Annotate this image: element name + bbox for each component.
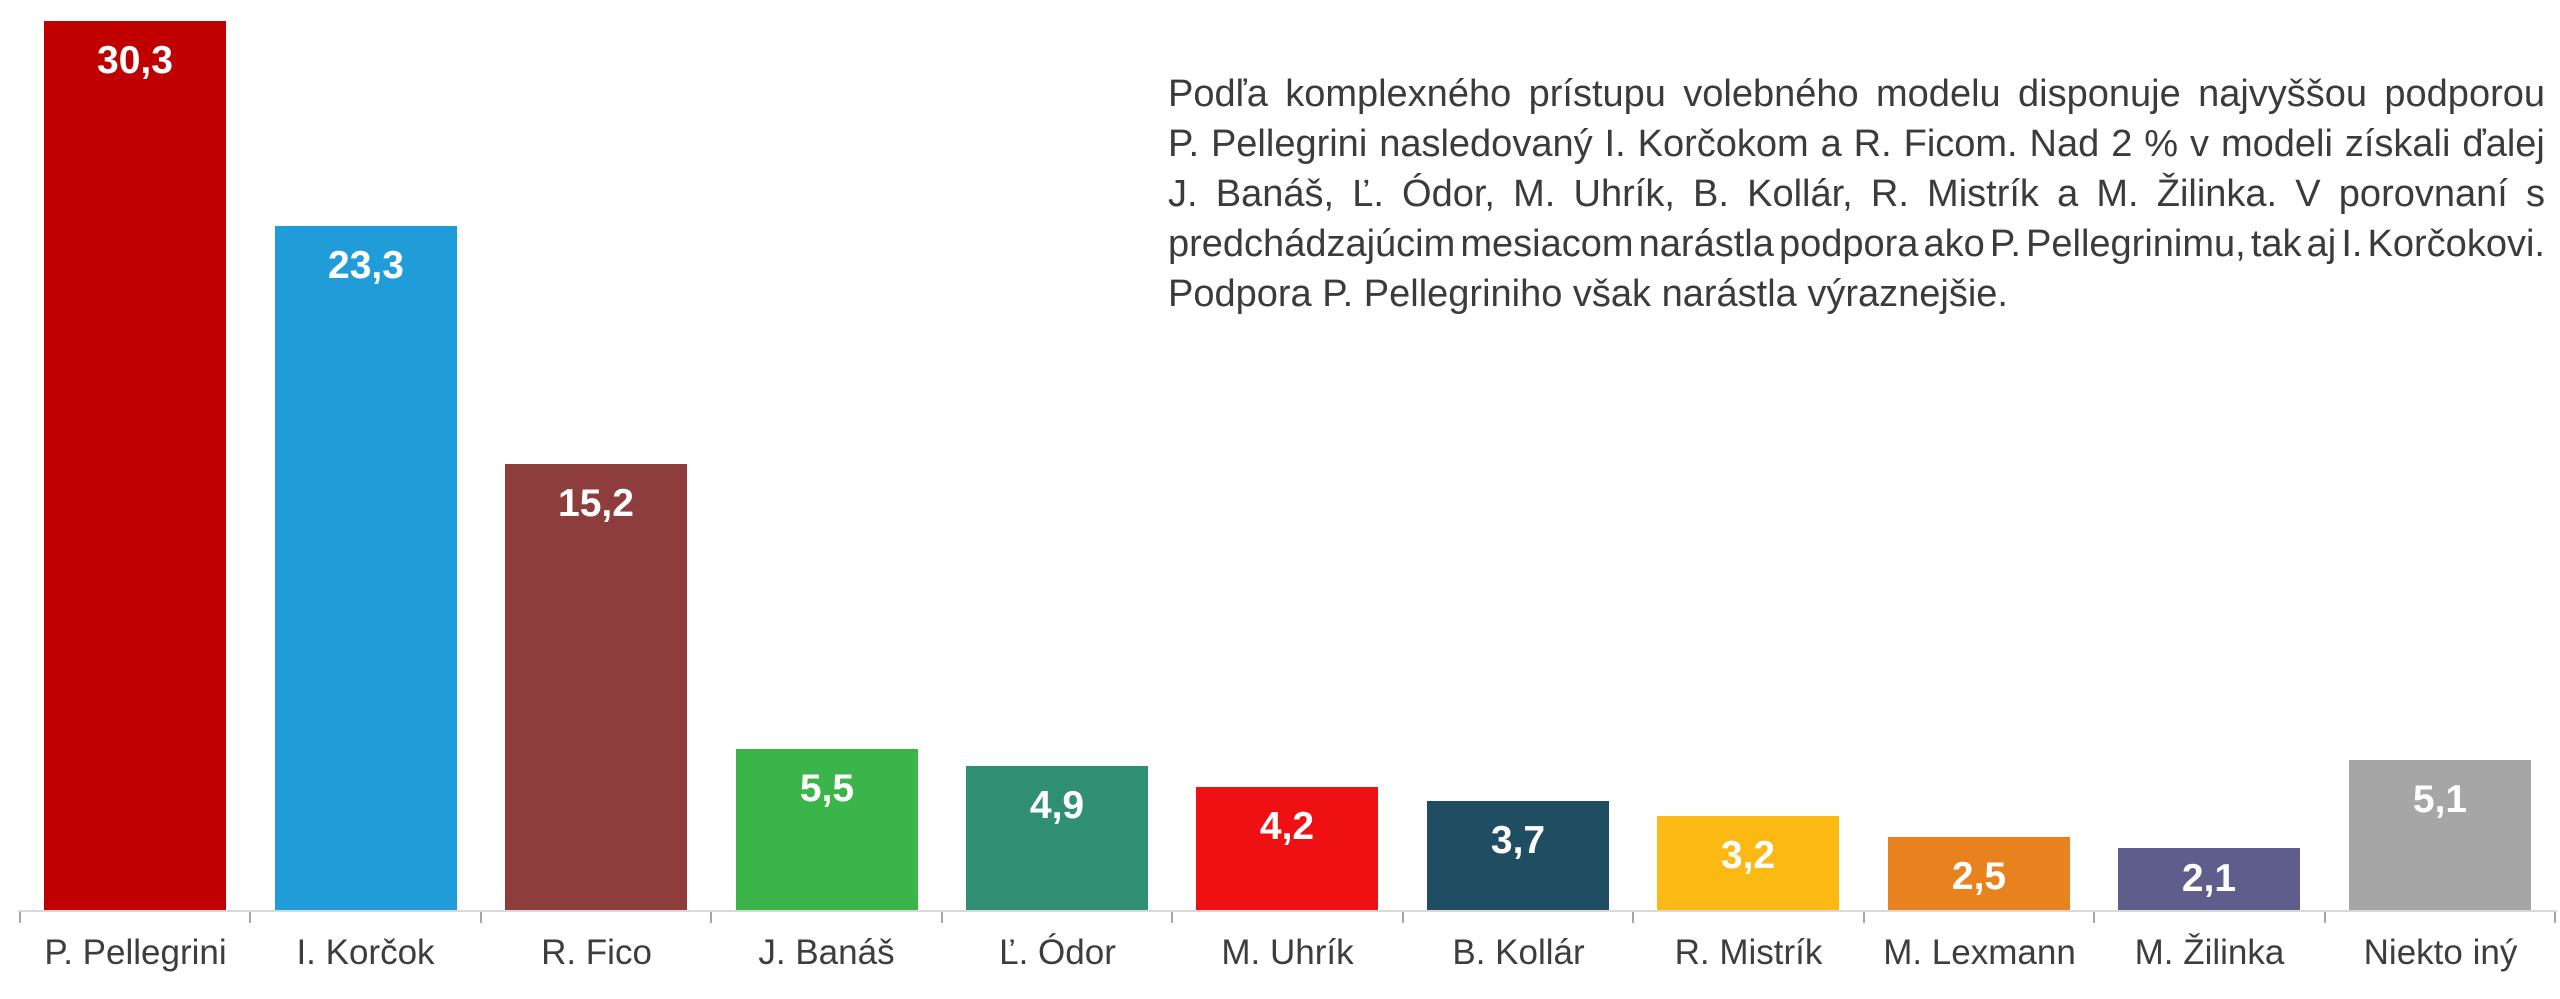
x-axis-tick (710, 912, 712, 923)
bar-p-pellegrini: 30,3 (44, 21, 226, 910)
x-axis-tick (19, 912, 21, 923)
bar-niekto-iny: 5,1 (2349, 760, 2531, 910)
x-axis-label-r-fico: R. Fico (541, 933, 652, 972)
annotation-line-5: Podpora P. Pellegriniho však narástla vý… (1168, 273, 2008, 315)
x-axis-label-l-odor: Ľ. Ódor (999, 933, 1116, 972)
bar-value-label-r-mistrik: 3,2 (1720, 834, 1776, 877)
bar-l-odor: 4,9 (966, 766, 1148, 910)
x-axis-label-r-mistrik: R. Mistrík (1674, 933, 1823, 972)
bar-value-label-l-odor: 4,9 (1029, 784, 1085, 827)
x-axis-tick (2554, 912, 2556, 923)
x-axis-tick (1632, 912, 1634, 923)
x-axis-label-i-korcok: I. Korčok (296, 933, 435, 972)
bar-value-label-j-banas: 5,5 (799, 767, 855, 810)
x-axis-label-p-pellegrini: P. Pellegrini (44, 933, 227, 972)
bar-j-banas: 5,5 (736, 749, 918, 910)
bar-value-label-m-uhrik: 4,2 (1259, 805, 1315, 848)
x-axis-label-m-zilinka: M. Žilinka (2134, 933, 2285, 972)
x-axis-tick (2324, 912, 2326, 923)
bar-i-korcok: 23,3 (275, 226, 457, 910)
x-axis-label-b-kollar: B. Kollár (1452, 933, 1585, 972)
bar-value-label-niekto-iny: 5,1 (2412, 778, 2468, 821)
bar-r-mistrik: 3,2 (1657, 816, 1839, 910)
x-axis-tick (1863, 912, 1865, 923)
bar-value-label-m-lexmann: 2,5 (1951, 855, 2007, 898)
x-axis-tick (1171, 912, 1173, 923)
bar-r-fico: 15,2 (505, 464, 687, 910)
annotation-text: Podľa komplexného prístupu volebného modelu d… (1168, 69, 2545, 319)
annotation-line-2: P. Pellegrini nasledovaný I. Korčokom a R. Fico… (1168, 123, 2545, 165)
bar-value-label-m-zilinka: 2,1 (2181, 857, 2237, 900)
bar-value-label-i-korcok: 23,3 (328, 244, 404, 287)
x-axis-label-j-banas: J. Banáš (758, 933, 895, 972)
x-axis-tick (1402, 912, 1404, 923)
x-axis-tick (2093, 912, 2095, 923)
bar-b-kollar: 3,7 (1427, 801, 1609, 910)
bar-m-lexmann: 2,5 (1888, 837, 2070, 910)
x-axis-tick (480, 912, 482, 923)
x-axis-label-m-lexmann: M. Lexmann (1883, 933, 2076, 972)
bar-value-label-b-kollar: 3,7 (1490, 819, 1546, 862)
annotation-line-1: Podľa komplexného prístupu volebného modelu d… (1168, 73, 2545, 115)
bar-value-label-r-fico: 15,2 (558, 482, 634, 525)
bar-value-label-p-pellegrini: 30,3 (97, 39, 173, 82)
x-axis-tick (249, 912, 251, 923)
annotation-line-3: J. Banáš, Ľ. Ódor, M. Uhrík, B. Kollár, R. Mistrí… (1168, 173, 2545, 215)
x-axis-tick (941, 912, 943, 923)
bar-m-zilinka: 2,1 (2118, 848, 2300, 910)
annotation-line-4: predchádzajúcim mesiacom narástla podpora ak… (1168, 223, 2545, 265)
x-axis-label-niekto-iny: Niekto iný (2363, 933, 2518, 972)
x-axis-line (18, 910, 2557, 912)
bar-m-uhrik: 4,2 (1196, 787, 1378, 910)
x-axis-label-m-uhrik: M. Uhrík (1221, 933, 1354, 972)
